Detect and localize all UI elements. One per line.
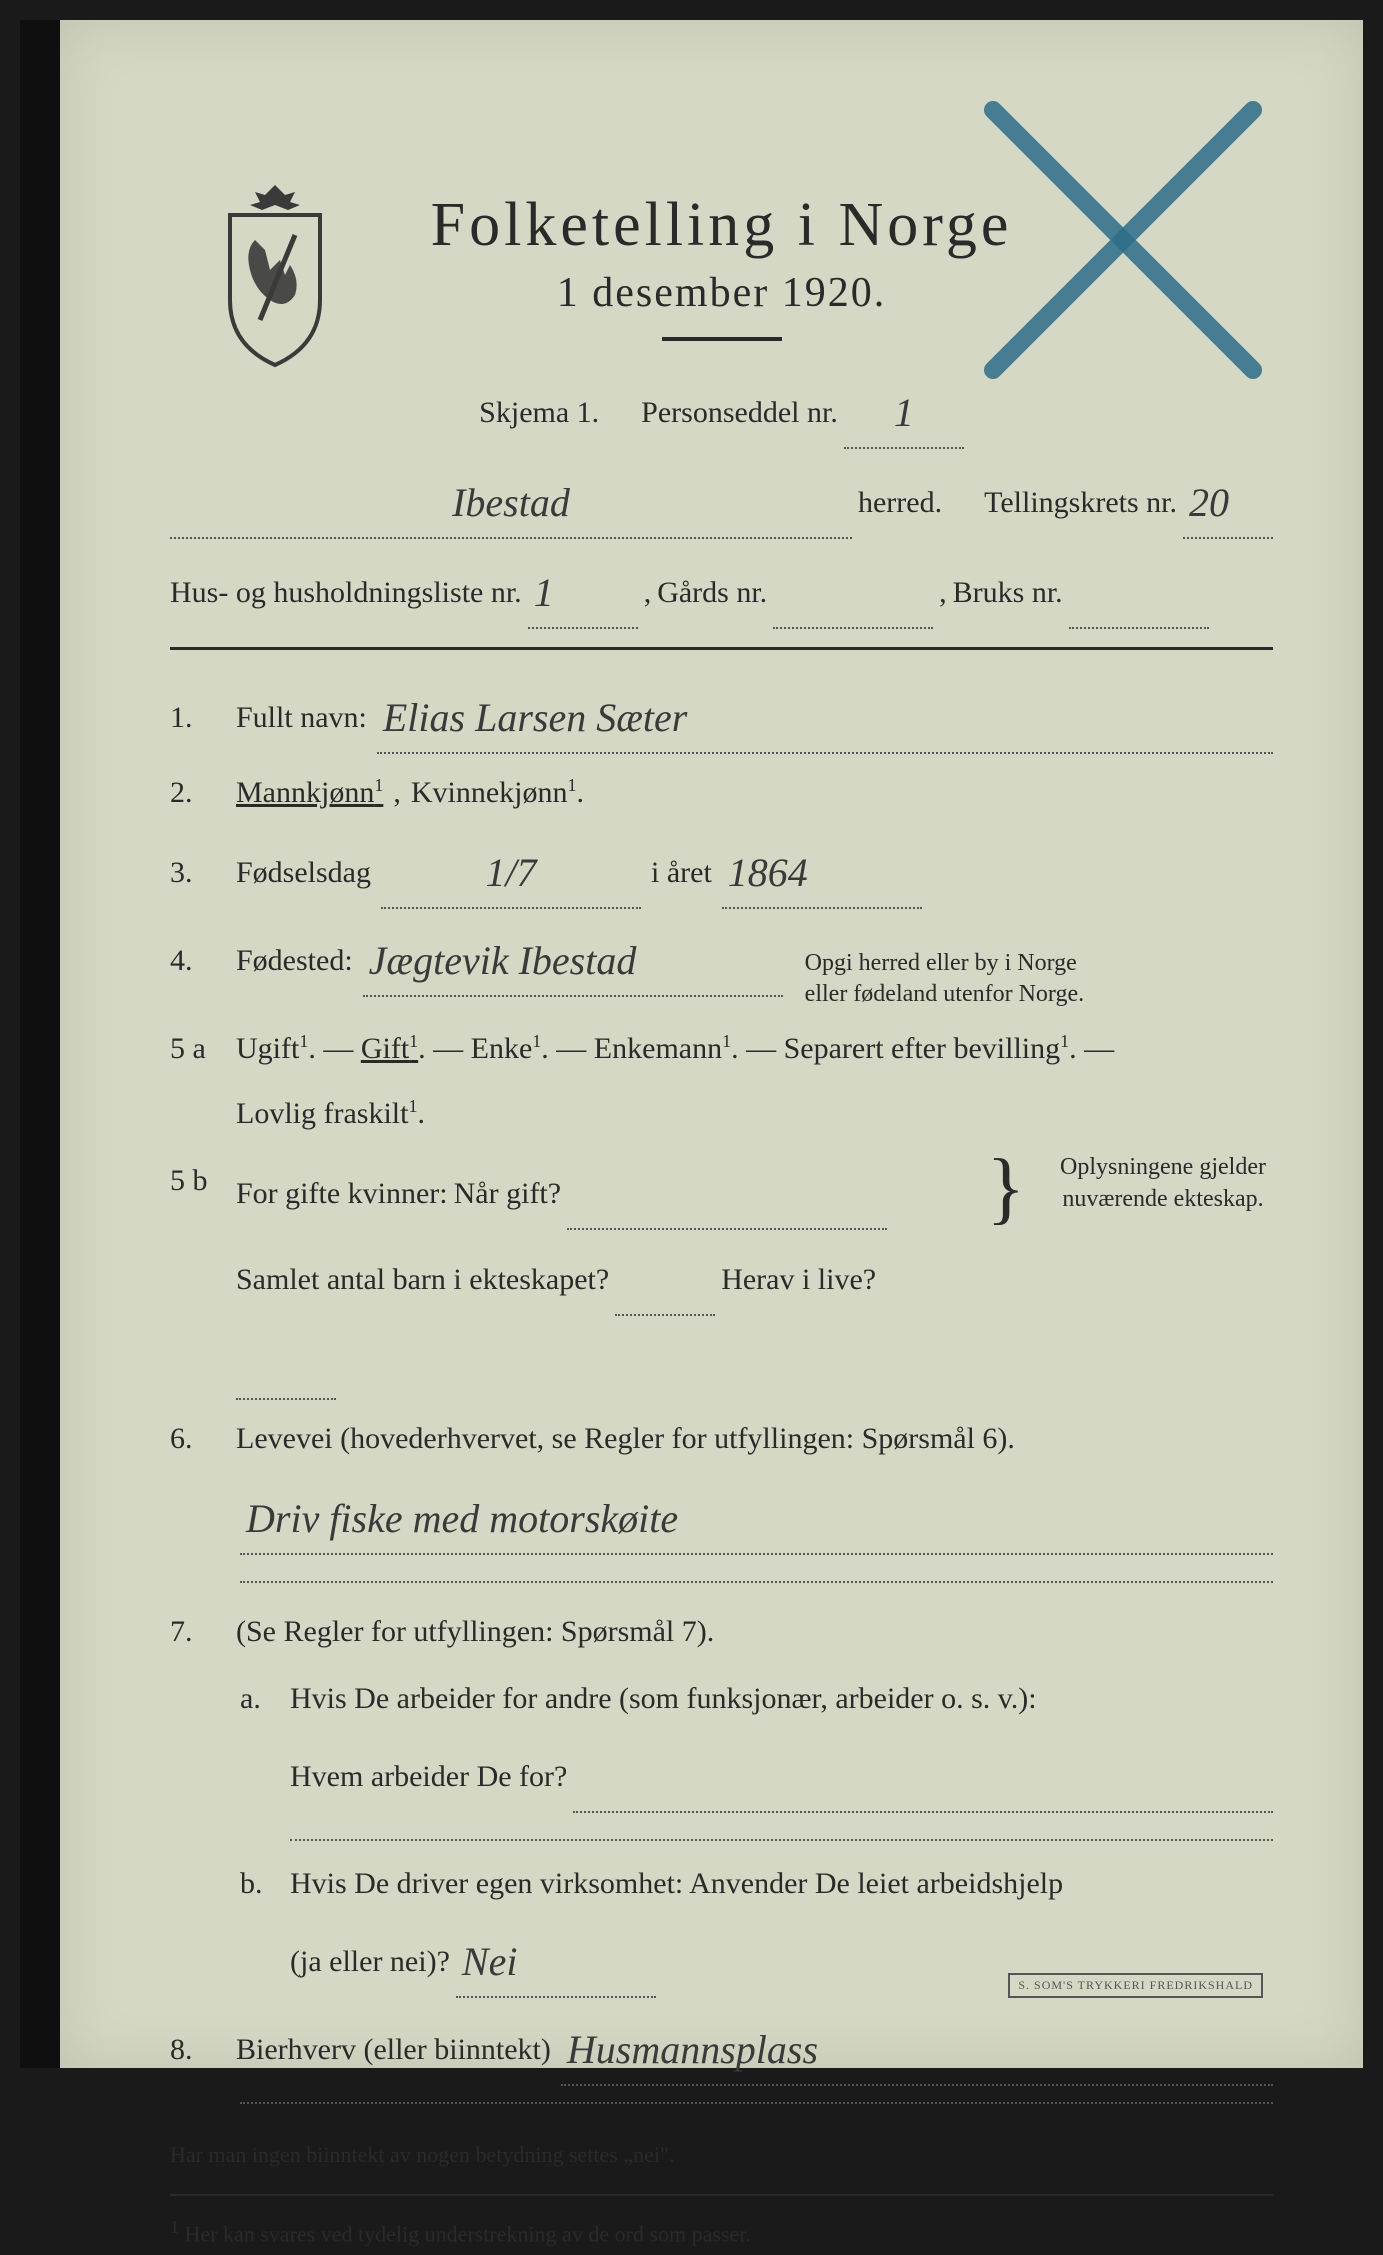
q5b-barn-field [615,1238,715,1316]
coat-of-arms-icon [210,180,340,370]
q3-label-year: i året [651,844,712,901]
q5b-label-naar: Når gift? [454,1165,561,1222]
q5a-num: 5 a [170,1020,226,1077]
q1-label: Fullt navn: [236,689,367,746]
husliste-field: 1 [528,551,638,629]
q7a-label: a. [240,1670,280,1727]
label-herred: herred. [858,474,942,531]
q2-num: 2. [170,764,226,821]
q6-field: Driv fiske med motorskøite [240,1477,1273,1555]
q8-label: Bierhverv (eller biinntekt) [236,2021,551,2078]
q4-field: Jægtevik Ibestad [363,919,783,997]
q5b-side-note: Oplysningene gjelder nuværende ekteskap. [1053,1152,1273,1214]
q5b-naar-field [567,1152,887,1230]
q7-row: 7. (Se Regler for utfyllingen: Spørsmål … [170,1603,1273,1660]
q4-row: 4. Fødested: Jægtevik Ibestad Opgi herre… [170,919,1273,1010]
q7a-field-2 [290,1839,1273,1841]
q6-num: 6. [170,1410,226,1467]
q4-num: 4. [170,932,226,989]
skjema-row: Skjema 1. Personseddel nr. 1 [170,371,1273,449]
gards-field [773,551,933,629]
q1-num: 1. [170,689,226,746]
brace-icon: } [987,1152,1025,1224]
tellingskrets-field: 20 [1183,461,1273,539]
label-tellingskrets: Tellingskrets nr. [984,474,1177,531]
q2-mann: Mannkjønn1 [236,764,383,821]
printer-stamp: S. SOM'S TRYKKERI FREDRIKSHALD [1008,1973,1263,1998]
label-gards: Gårds nr. [657,564,767,621]
q6-label: Levevei (hovederhvervet, se Regler for u… [236,1410,1273,1467]
label-husliste: Hus- og husholdningsliste nr. [170,564,522,621]
q5b-ilive-field [236,1322,336,1400]
q2-kvinne: Kvinnekjønn1. [411,764,584,821]
q5b-label-ilive: Herav i live? [721,1251,876,1308]
herred-row: Ibestad herred. Tellingskrets nr. 20 [170,461,1273,539]
q6-answer-row: Driv fiske med motorskøite [240,1477,1273,1583]
q8-field: Husmannsplass [561,2008,1273,2086]
q5a-row: 5 a Ugift1. — Gift1. — Enke1. — Enkemann… [170,1020,1273,1142]
q7-num: 7. [170,1603,226,1660]
label-bruks: Bruks nr. [953,564,1063,621]
q7b-text2: (ja eller nei)? [290,1933,450,1990]
footnote: 1 Her kan svares ved tydelig understrekn… [170,2210,1273,2255]
divider-bottom [170,2194,1273,2196]
q7a-text2: Hvem arbeider De for? [290,1748,567,1805]
q4-label: Fødested: [236,932,353,989]
q1-row: 1. Fullt navn: Elias Larsen Sæter [170,676,1273,754]
herred-field: Ibestad [170,461,852,539]
q5b-label-gifte: For gifte kvinner: [236,1165,448,1222]
bruks-field [1069,551,1209,629]
q8-row: 8. Bierhverv (eller biinntekt) Husmannsp… [170,2008,1273,2086]
q7a-row: a. Hvis De arbeider for andre (som funks… [240,1670,1273,1841]
q4-note: Opgi herred eller by i Norge eller fødel… [805,948,1105,1010]
census-form-page: Folketelling i Norge 1 desember 1920. Sk… [20,20,1363,2068]
q3-num: 3. [170,844,226,901]
personseddel-nr-field: 1 [844,371,964,449]
divider-top [170,647,1273,650]
q1-field: Elias Larsen Sæter [377,676,1273,754]
label-skjema: Skjema 1. [479,384,599,441]
q8-num: 8. [170,2021,226,2078]
q5b-row: 5 b For gifte kvinner: Når gift? Samlet … [170,1152,1273,1400]
q8-extra-line [240,2102,1273,2104]
title-rule [662,337,782,341]
q7a-text1: Hvis De arbeider for andre (som funksjon… [290,1670,1273,1727]
q5a-options: Ugift1. — Gift1. — Enke1. — Enkemann1. —… [236,1020,1273,1142]
q3-label-day: Fødselsdag [236,844,371,901]
q5b-label-barn: Samlet antal barn i ekteskapet? [236,1251,609,1308]
q6-field-2 [240,1581,1273,1583]
q7-label: (Se Regler for utfyllingen: Spørsmål 7). [236,1603,714,1660]
q7b-field: Nei [456,1920,656,1998]
q6-row: 6. Levevei (hovederhvervet, se Regler fo… [170,1410,1273,1467]
q3-year-field: 1864 [722,831,922,909]
label-personseddel: Personseddel nr. [641,384,838,441]
q2-row: 2. Mannkjønn1 , Kvinnekjønn1. [170,764,1273,821]
husliste-row: Hus- og husholdningsliste nr. 1 , Gårds … [170,551,1273,629]
footer-note: Har man ingen biinntekt av nogen betydni… [170,2134,1273,2176]
q7b-text1: Hvis De driver egen virksomhet: Anvender… [290,1855,1273,1912]
q7a-field [573,1735,1273,1813]
q7b-label: b. [240,1855,280,1912]
q3-day-field: 1/7 [381,831,641,909]
q5b-num: 5 b [170,1152,226,1209]
q3-row: 3. Fødselsdag 1/7 i året 1864 [170,831,1273,909]
